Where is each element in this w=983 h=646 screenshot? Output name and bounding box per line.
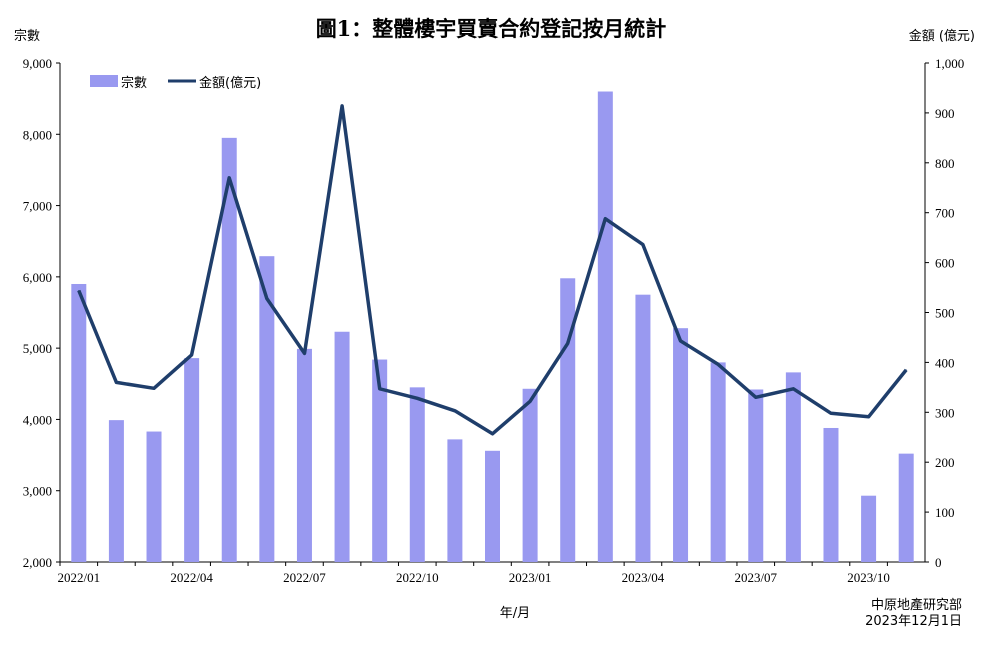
- line-point-2023/07: [755, 396, 757, 398]
- left-tick-label: 4,000: [23, 412, 52, 427]
- legend-bar-label: 宗數: [121, 75, 147, 91]
- bar-2022/04: [184, 358, 200, 562]
- amount-line: [77, 104, 908, 436]
- left-tick-label: 5,000: [23, 341, 52, 356]
- left-tick-label: 2,000: [23, 555, 52, 570]
- bar-2022/12: [485, 450, 500, 562]
- bar-2022/08: [334, 331, 350, 562]
- right-tick-label: 500: [935, 306, 955, 321]
- bar-series: [71, 91, 914, 562]
- line-point-2023/06: [717, 363, 719, 365]
- bar-2022/09: [372, 359, 388, 562]
- bar-2022/01: [71, 283, 87, 562]
- left-tick-label: 3,000: [23, 484, 52, 499]
- bar-2023/11: [898, 453, 914, 562]
- x-tick-label: 2022/01: [57, 570, 100, 585]
- left-axis-ticks: 2,000 3,000 4,000 5,000 6,000 7,000 8,000 9,000: [23, 56, 60, 570]
- bar-2023/03: [597, 91, 613, 562]
- line-point-2023/03: [604, 218, 606, 220]
- bar-2023/01: [522, 388, 538, 562]
- bar-2022/03: [146, 431, 162, 562]
- source-date: 2023年12月1日: [865, 614, 962, 629]
- line-point-2022/04: [191, 354, 193, 356]
- line-point-2022/11: [454, 410, 456, 412]
- bar-2022/11: [447, 439, 463, 562]
- bar-2023/07: [748, 389, 764, 562]
- right-tick-label: 1,000: [935, 56, 964, 71]
- legend: 宗數 金額(億元): [90, 75, 261, 91]
- bar-2023/08: [785, 372, 801, 562]
- left-tick-label: 7,000: [23, 199, 52, 214]
- left-tick-label: 6,000: [23, 270, 52, 285]
- line-point-2023/11: [905, 369, 907, 371]
- legend-bar-swatch: [90, 75, 118, 87]
- left-axis-label: 宗數: [14, 28, 40, 44]
- line-point-2022/10: [416, 397, 418, 399]
- chart-title: 圖1：整體樓宇買賣合約登記按月統計: [316, 16, 667, 41]
- legend-line-label: 金額(億元): [199, 75, 261, 91]
- x-tick-label: 2022/10: [396, 570, 439, 585]
- bar-2022/07: [296, 348, 312, 562]
- x-tick-label: 2022/04: [170, 570, 213, 585]
- line-point-2023/10: [868, 416, 870, 418]
- left-tick-label: 8,000: [23, 127, 52, 142]
- bar-2023/04: [635, 294, 651, 562]
- x-axis-ticks: 2022/01 2022/04 2022/07 2022/10 2023/01 2023/…: [57, 562, 890, 585]
- line-point-2022/05: [228, 177, 230, 179]
- line-point-2023/01: [529, 400, 531, 402]
- right-tick-label: 600: [935, 256, 955, 271]
- x-tick-label: 2022/07: [283, 570, 326, 585]
- line-point-2022/01: [78, 290, 80, 292]
- bar-2023/06: [710, 362, 726, 562]
- line-point-2023/08: [792, 388, 794, 390]
- line-point-2023/02: [567, 342, 569, 344]
- line-series: [77, 104, 908, 436]
- line-point-2022/08: [341, 105, 343, 107]
- line-point-2023/04: [642, 244, 644, 246]
- bar-2022/10: [409, 387, 425, 562]
- line-point-2023/09: [830, 412, 832, 414]
- line-point-2022/09: [379, 388, 381, 390]
- line-point-2022/03: [153, 387, 155, 389]
- bar-2023/05: [673, 328, 689, 562]
- line-point-2023/05: [680, 340, 682, 342]
- bar-2023/09: [823, 427, 839, 562]
- bar-2022/05: [221, 137, 237, 562]
- right-tick-label: 0: [935, 555, 942, 570]
- line-point-2022/06: [266, 298, 268, 300]
- x-tick-label: 2023/01: [509, 570, 552, 585]
- right-tick-label: 800: [935, 156, 955, 171]
- source-organization: 中原地產研究部: [871, 597, 962, 613]
- bar-2022/06: [259, 256, 275, 562]
- right-axis-label: 金額 (億元): [909, 28, 975, 44]
- bar-2022/02: [108, 420, 124, 562]
- line-point-2022/12: [492, 433, 493, 435]
- right-axis-ticks: 0 100 200 300 400 500 600 700 800 900 1,000: [925, 56, 964, 570]
- right-tick-label: 900: [935, 106, 955, 121]
- bar-2023/10: [861, 495, 877, 562]
- left-tick-label: 9,000: [23, 56, 52, 71]
- right-tick-label: 400: [935, 355, 955, 370]
- x-tick-label: 2023/10: [847, 570, 890, 585]
- right-tick-label: 100: [935, 505, 955, 520]
- line-point-2022/02: [115, 381, 117, 383]
- right-tick-label: 200: [935, 455, 955, 470]
- x-axis-label: 年/月: [500, 606, 530, 621]
- right-tick-label: 700: [935, 206, 955, 221]
- x-tick-label: 2023/07: [734, 570, 777, 585]
- x-tick-label: 2023/04: [622, 570, 665, 585]
- right-tick-label: 300: [935, 405, 955, 420]
- line-point-2022/07: [303, 352, 305, 354]
